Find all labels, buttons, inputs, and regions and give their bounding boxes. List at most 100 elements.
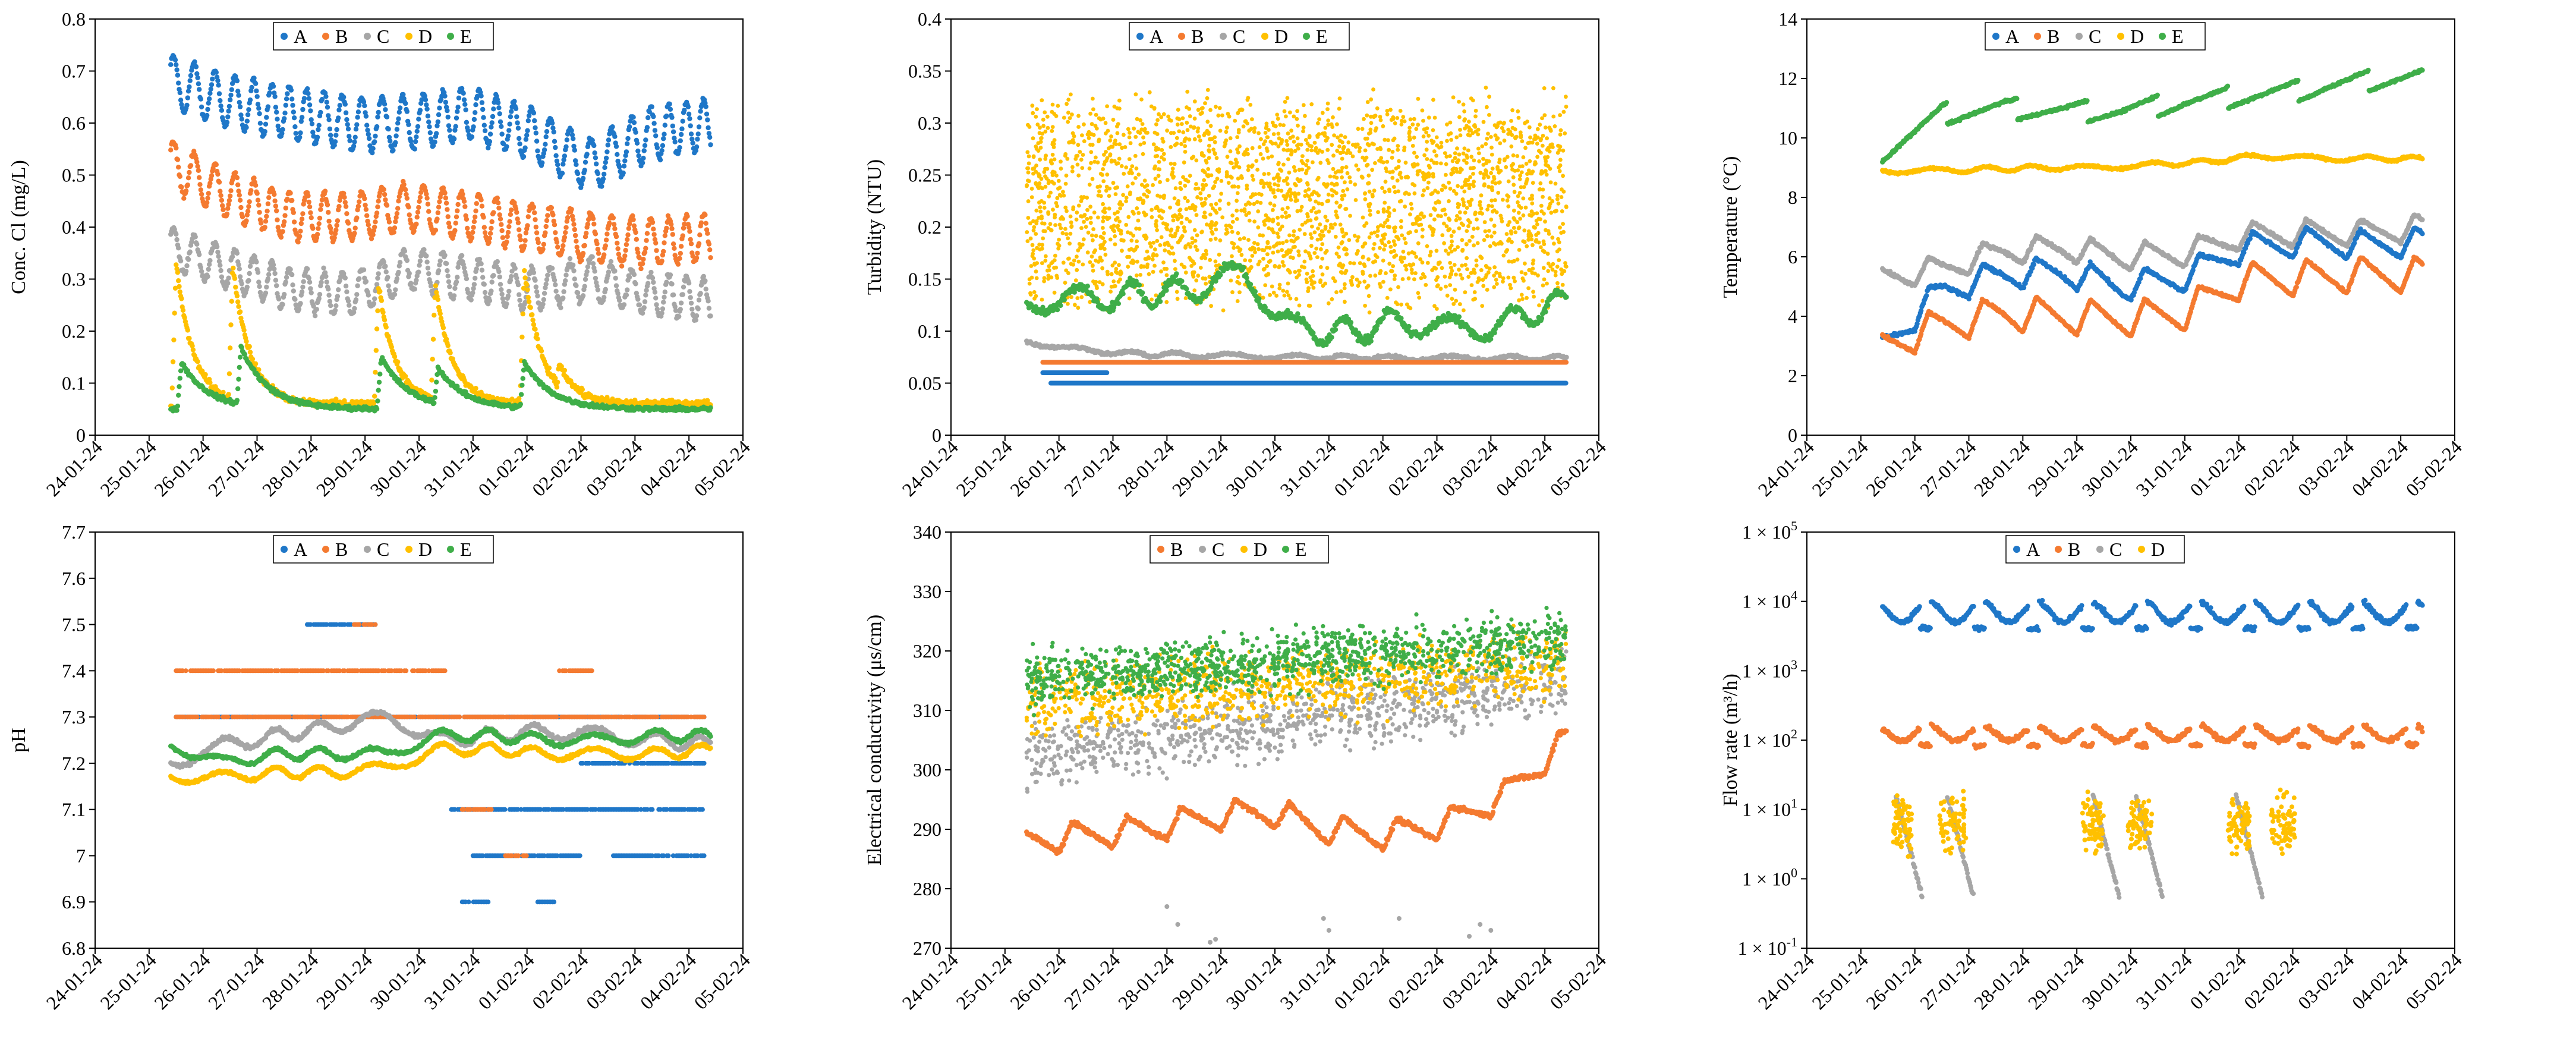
point-A <box>317 123 322 128</box>
point-B <box>353 226 358 231</box>
point-A <box>482 123 487 128</box>
point-A <box>560 162 565 166</box>
point-A <box>197 87 201 92</box>
point-B <box>525 223 530 228</box>
point-B <box>392 230 396 235</box>
point-A <box>367 136 371 141</box>
point-A <box>397 110 402 115</box>
point-B <box>553 230 558 235</box>
point-B <box>266 202 270 206</box>
point-A <box>604 156 609 161</box>
point-A <box>694 144 699 149</box>
point-B <box>364 207 369 212</box>
point-A <box>284 103 288 108</box>
point-A <box>333 139 338 144</box>
point-A <box>426 114 430 118</box>
point-A <box>627 124 632 129</box>
point-B <box>562 235 567 240</box>
point-A <box>524 133 529 137</box>
point-A <box>673 140 678 144</box>
point-B <box>488 231 493 236</box>
point-A <box>606 137 611 142</box>
point-B <box>238 205 243 210</box>
point-A <box>300 107 305 112</box>
point-A <box>436 112 441 117</box>
point-B <box>228 193 232 198</box>
point-B <box>199 187 203 192</box>
point-A <box>344 117 349 122</box>
point-A <box>258 121 263 125</box>
point-A <box>471 124 475 129</box>
point-A <box>645 125 650 130</box>
point-A <box>633 130 638 134</box>
point-B <box>653 241 658 246</box>
point-A <box>645 115 650 120</box>
point-B <box>187 170 191 175</box>
point-C <box>300 285 305 290</box>
point-A <box>318 110 323 115</box>
point-B <box>695 251 700 256</box>
point-B <box>344 204 348 209</box>
point-B <box>256 203 261 207</box>
point-A <box>552 139 557 144</box>
point-B <box>669 222 673 226</box>
point-B <box>705 231 710 236</box>
point-A <box>612 134 617 139</box>
point-A <box>280 127 285 132</box>
point-A <box>370 150 374 155</box>
point-A <box>305 86 310 91</box>
point-A <box>436 119 440 124</box>
point-A <box>463 108 468 112</box>
point-B <box>694 256 699 260</box>
point-A <box>352 140 357 144</box>
point-A <box>483 128 487 133</box>
point-B <box>310 226 315 231</box>
point-B <box>306 193 310 198</box>
point-C <box>248 264 253 269</box>
point-A <box>228 93 233 97</box>
point-B <box>418 190 423 195</box>
point-A <box>695 137 700 141</box>
point-C <box>184 263 189 268</box>
point-B <box>233 170 238 175</box>
y-tick-label: 0.4 <box>62 216 86 238</box>
y-tick-label: 0.2 <box>62 320 86 342</box>
point-A <box>195 75 200 80</box>
point-B <box>297 234 302 238</box>
point-A <box>244 125 248 130</box>
point-B <box>395 206 400 210</box>
point-C <box>218 263 222 268</box>
point-A <box>655 145 660 150</box>
point-A <box>514 106 518 111</box>
point-B <box>336 204 341 209</box>
point-B <box>342 195 347 200</box>
point-A <box>669 115 674 119</box>
point-A <box>606 143 610 147</box>
point-B <box>255 191 260 196</box>
point-A <box>184 103 189 108</box>
point-B <box>288 191 292 196</box>
point-A <box>572 147 577 152</box>
point-A <box>594 162 599 166</box>
point-B <box>563 225 568 230</box>
point-A <box>328 133 333 137</box>
point-A <box>334 127 339 132</box>
point-B <box>307 204 312 209</box>
x-tick-label: 05-02-24 <box>690 436 754 500</box>
point-B <box>541 242 546 247</box>
point-B <box>645 231 650 236</box>
point-B <box>607 221 612 225</box>
point-B <box>375 204 380 209</box>
point-B <box>611 215 616 220</box>
point-B <box>447 225 452 229</box>
point-B <box>470 230 475 235</box>
point-B <box>544 218 549 223</box>
point-B <box>569 207 574 212</box>
point-B <box>300 211 305 216</box>
point-B <box>214 162 219 167</box>
point-A <box>671 130 676 134</box>
point-A <box>635 149 640 153</box>
point-B <box>560 247 565 252</box>
point-A <box>550 121 555 125</box>
point-A <box>690 140 695 145</box>
